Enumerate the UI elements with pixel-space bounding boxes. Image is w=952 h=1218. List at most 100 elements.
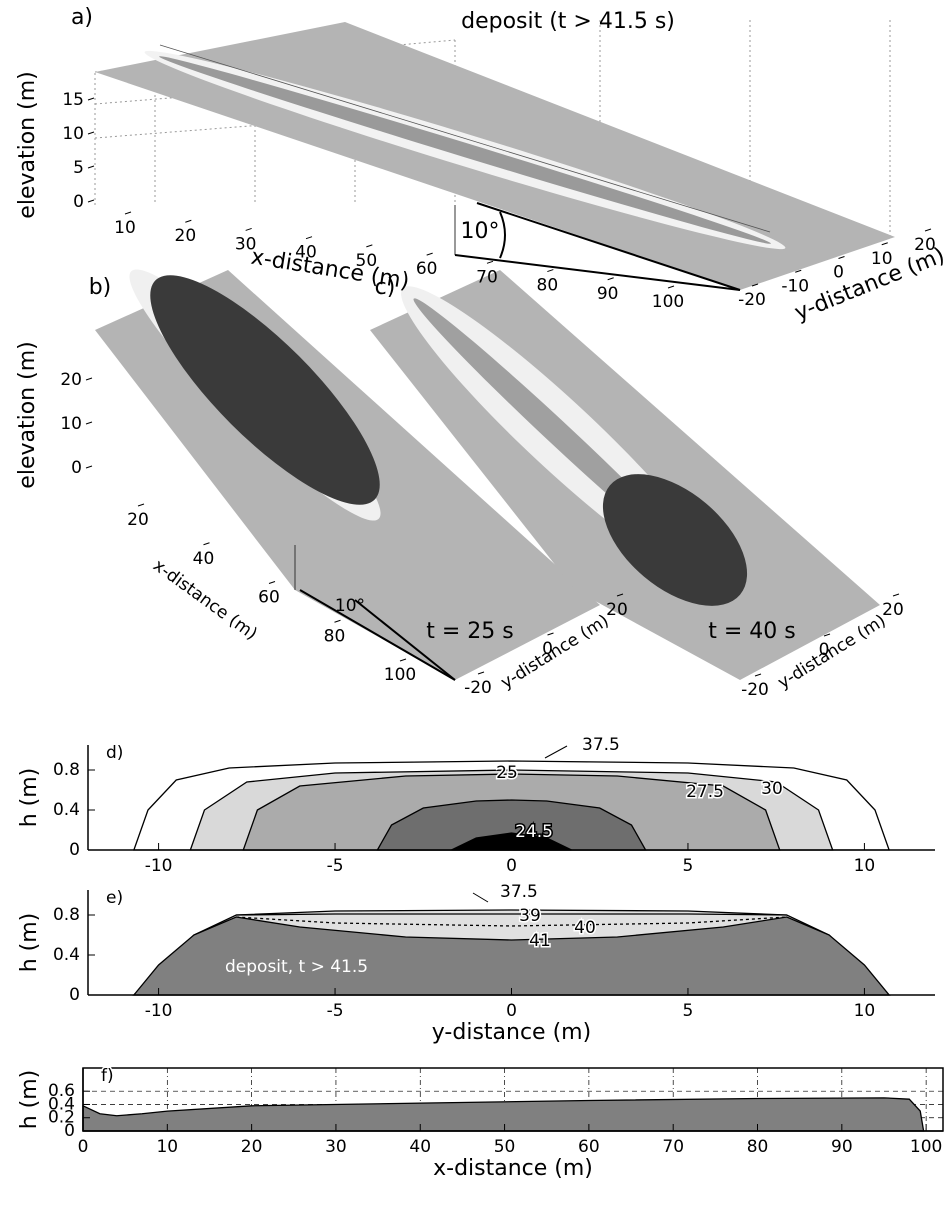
x-tick-mark [305,236,313,240]
x-tick-label: 30 [235,234,257,254]
contour-label: 24.5 [515,822,553,842]
x-tick-label: 60 [578,1137,600,1157]
x-tick-mark [366,244,373,248]
angle-label: 10° [461,219,500,244]
y-axis-label: h (m) [17,1070,42,1130]
panel-label: b) [89,275,112,300]
panel-label: a) [71,5,93,30]
x-tick-mark [547,269,554,273]
y-tick-label: 0 [69,840,80,860]
contour-label: 37.5 [582,735,620,755]
z-tick-mark [87,97,95,101]
y-tick-mark [795,269,802,273]
x-tick-label: 10 [114,218,136,238]
y-tick-mark [754,673,762,677]
contour-label: 41 [529,931,551,951]
x-tick-label: 0 [506,856,517,876]
z-axis-label: elevation (m) [15,341,40,488]
x-tick-label: -10 [145,856,173,876]
contour-line [236,913,787,916]
contour-line [376,799,647,851]
x-tick-label: 10 [854,1001,876,1021]
x-tick-label: 5 [683,1001,694,1021]
x-tick-mark [185,219,192,223]
x-tick-label: -10 [145,1001,173,1021]
x-tick-label: 60 [258,588,280,608]
contour-label: 30 [761,779,783,799]
x-axis-label: x-distance (m) [149,556,261,645]
x-tick-mark [486,260,494,264]
x-tick-label: 100 [384,665,416,685]
label-leader [472,892,489,903]
x-tick-label: 0 [506,1001,517,1021]
y-tick-label: 0.8 [53,905,80,925]
z-tick-label: 5 [73,158,84,178]
z-tick-mark [85,465,93,469]
x-tick-label: 70 [662,1137,684,1157]
z-tick-label: 15 [62,90,84,110]
contour-label: 25 [496,763,518,783]
surface-a [94,20,895,291]
annotation: deposit, t > 41.5 [225,957,368,977]
y-tick-mark [924,228,932,232]
time-label: t = 40 s [708,619,796,644]
y-tick-label: 0 [833,263,844,283]
x-tick-mark [667,285,675,289]
x-tick-label: 20 [241,1137,263,1157]
time-label: t = 25 s [426,619,514,644]
y-tick-label: 0.6 [48,1081,75,1101]
y-tick-mark [823,633,831,637]
y-tick-label: 0.4 [53,800,80,820]
x-tick-label: 50 [356,251,378,271]
z-tick-mark [85,421,93,425]
x-tick-mark [426,252,433,256]
x-tick-mark [203,542,210,546]
y-tick-mark [751,283,759,287]
surface-c [370,270,880,680]
x-tick-label: 10 [854,856,876,876]
z-tick-mark [87,131,95,135]
y-tick-mark [881,242,888,246]
y-tick-label: 0 [69,985,80,1005]
y-tick-mark [616,593,624,597]
y-tick-label: 0.4 [48,1094,75,1114]
x-tick-label: 20 [127,510,149,530]
contour-line [132,916,891,996]
area [82,1097,925,1132]
z-tick-label: 0 [71,458,82,478]
x-tick-label: 80 [747,1137,769,1157]
y-axis-label: h (m) [17,768,42,828]
label-leader [544,745,568,759]
y-tick-label: -20 [464,678,492,698]
y-tick-label: 10 [871,249,893,269]
z-tick-label: 20 [60,370,82,390]
y-tick-label: 0.4 [53,945,80,965]
panel-label: e) [106,888,123,908]
y-tick-label: 20 [606,600,628,620]
x-tick-label: 20 [175,226,197,246]
x-tick-mark [399,658,407,662]
x-tick-label: 100 [652,292,684,312]
y-tick-label: -20 [738,290,766,310]
x-axis-label: y-distance (m) [432,1020,591,1045]
x-tick-mark [268,581,276,584]
contour-label: 39 [519,906,541,926]
panel-label: d) [106,743,123,763]
x-tick-label: 100 [910,1137,942,1157]
x-tick-label: 40 [295,243,317,263]
chart-title: deposit (t > 41.5 s) [461,9,675,34]
z-tick-label: 10 [62,124,84,144]
contour-label: 37.5 [500,882,538,902]
y-tick-label: 0 [819,640,830,660]
y-tick-mark [892,593,900,597]
x-tick-mark [137,503,145,507]
y-axis-label: h (m) [17,913,42,973]
x-tick-label: 30 [325,1137,347,1157]
z-tick-label: 0 [73,192,84,212]
y-tick-label: 0.2 [48,1108,75,1128]
contour-label: 27.5 [686,782,724,802]
y-tick-label: -10 [781,276,809,296]
x-tick-mark [607,277,614,281]
x-tick-label: 60 [416,259,438,279]
